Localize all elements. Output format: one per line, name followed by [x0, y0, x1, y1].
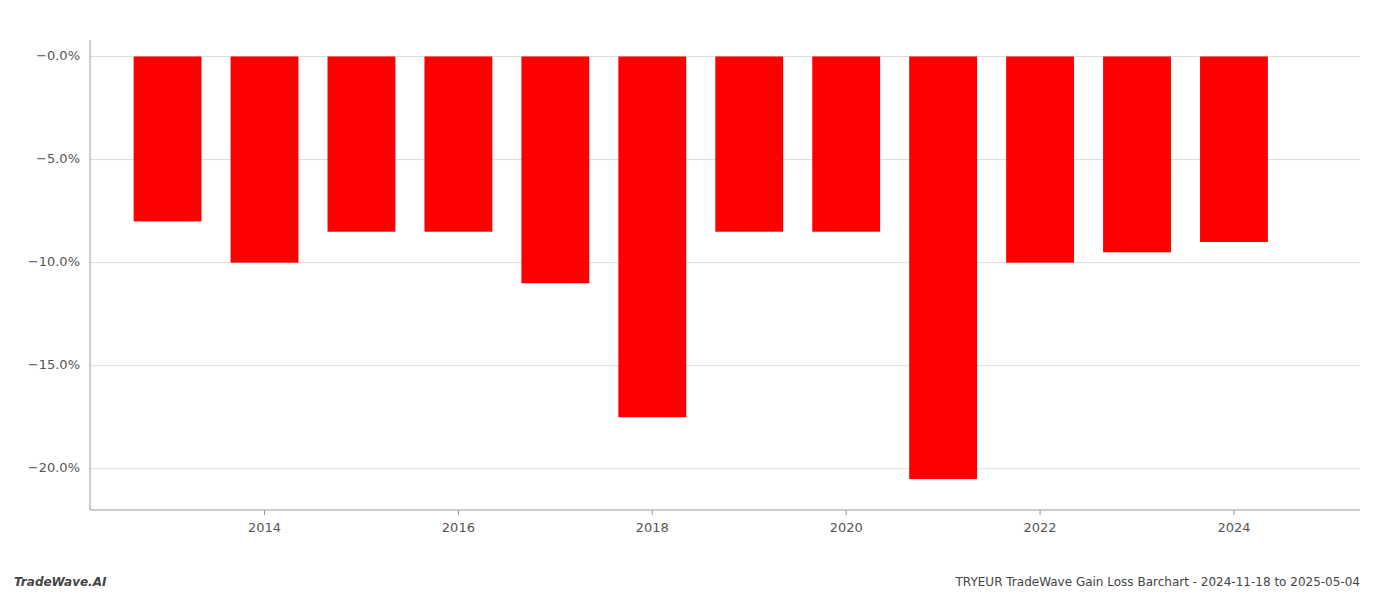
x-axis-line [90, 510, 1360, 511]
bar [134, 56, 202, 221]
x-tick-label: 2020 [830, 520, 863, 535]
bar [1006, 56, 1074, 262]
y-tick-label: −10.0% [28, 254, 80, 269]
x-tick-label: 2016 [442, 520, 475, 535]
x-ticks: 2014 2016 2018 2020 2022 2024 [248, 510, 1251, 535]
bar [521, 56, 589, 283]
x-tick-label: 2014 [248, 520, 281, 535]
x-tick [652, 510, 653, 515]
background [0, 0, 1400, 600]
bar [1200, 56, 1268, 242]
x-tick [1233, 510, 1234, 515]
x-tick [846, 510, 847, 515]
chart: −0.0% −5.0% −10.0% −15.0% −20.0% 2014 2016 2018… [0, 0, 1400, 600]
y-grid [90, 56, 1360, 468]
y-tick-labels: −0.0% −5.0% −10.0% −15.0% −20.0% [28, 48, 80, 475]
y-tick-label: −5.0% [36, 151, 80, 166]
bar [328, 56, 396, 231]
x-tick [458, 510, 459, 515]
y-tick-label: −0.0% [36, 48, 80, 63]
bar [812, 56, 880, 231]
y-tick-label: −15.0% [28, 357, 80, 372]
bar [909, 56, 977, 479]
x-tick-label: 2022 [1024, 520, 1057, 535]
bar [715, 56, 783, 231]
bar [618, 56, 686, 417]
grid-line [90, 365, 1360, 366]
bar [1103, 56, 1171, 252]
bar [231, 56, 299, 262]
y-axis-line [90, 40, 91, 510]
x-tick [1040, 510, 1041, 515]
x-tick-label: 2024 [1217, 520, 1250, 535]
watermark: TradeWave.AI [14, 575, 107, 589]
x-tick-label: 2018 [636, 520, 669, 535]
grid-line [90, 468, 1360, 469]
x-tick [264, 510, 265, 515]
y-tick-label: −20.0% [28, 460, 80, 475]
bar [424, 56, 492, 231]
bars [134, 56, 1268, 479]
title: TRYEUR TradeWave Gain Loss Barchart - 20… [955, 575, 1360, 589]
